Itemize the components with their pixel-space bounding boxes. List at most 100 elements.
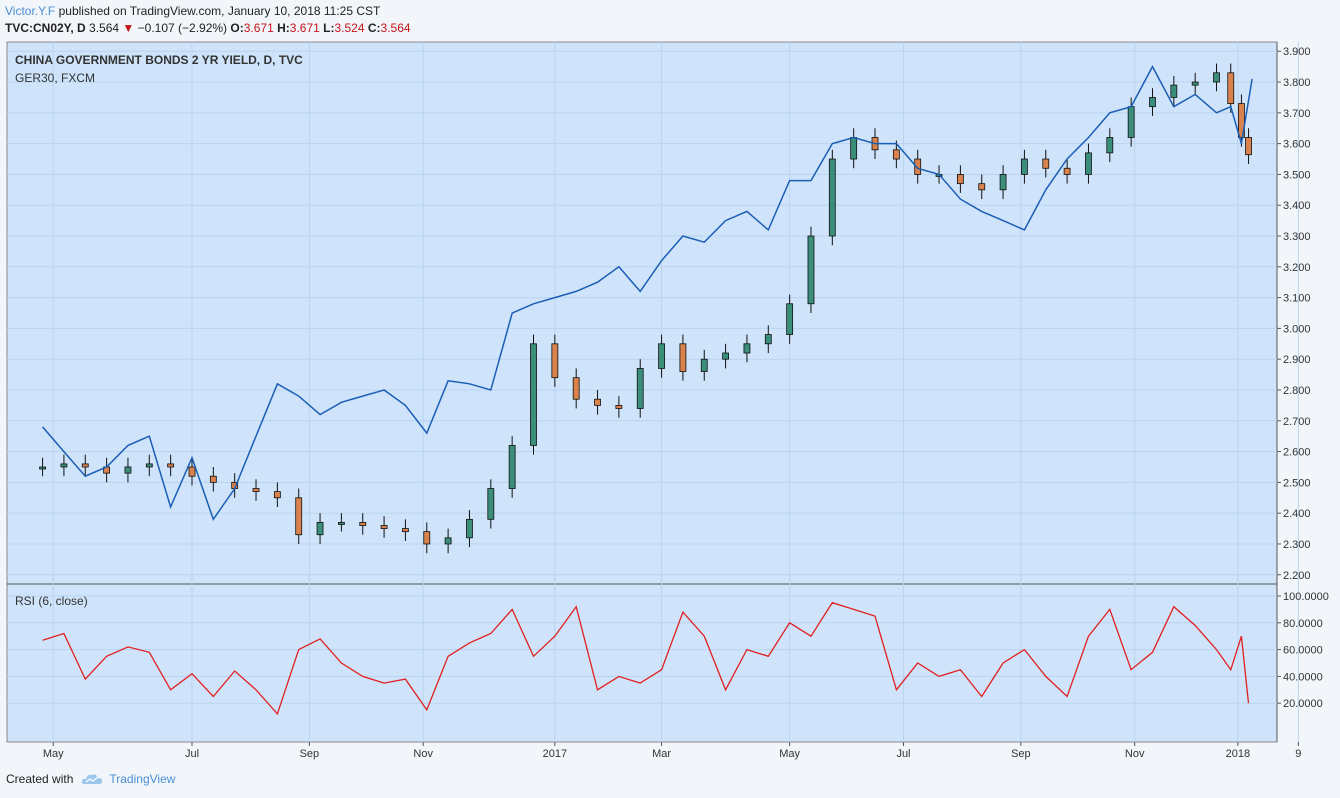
candle [252,479,260,501]
rsi-pane-title: RSI (6, close) [15,594,88,608]
candle [807,226,815,313]
candle [145,454,153,477]
candle [914,149,922,184]
x-tick-label: Sep [1011,748,1031,760]
y-tick-label: 3.600 [1283,139,1311,151]
candle [722,343,729,369]
candle [1170,75,1178,107]
publish-line: Victor.Y.F published on TradingView.com,… [5,4,380,18]
candle [423,522,431,554]
rsi-line [42,601,1250,716]
candle [658,334,665,378]
candle [700,349,708,381]
candle [1149,88,1156,116]
candle [39,457,46,477]
candle [1106,128,1114,163]
candle [273,482,281,508]
candle [60,454,68,477]
candle [615,396,623,418]
close-label: C: [367,21,381,35]
x-tick-label: May [43,748,64,760]
y-tick-label: 3.900 [1283,46,1311,58]
candle [81,454,89,477]
high-label: H: [277,21,290,35]
candle [188,457,196,486]
last-price: 3.564 [89,21,120,35]
y-tick-label: 2.700 [1283,416,1311,428]
candle [999,165,1007,200]
ohlc-line: TVC:CN02Y, D 3.564 ▼ −0.107 (−2.92%) O:3… [5,21,411,35]
candle [1227,63,1235,113]
candle [337,513,345,532]
created-with-text: Created with [6,772,74,786]
author-link[interactable]: Victor.Y.F [5,4,56,18]
x-tick-label: 9 [1295,748,1301,760]
candle [1191,72,1199,95]
candle [1021,149,1028,184]
candle [487,479,495,529]
y-tick-label: 3.100 [1283,293,1311,305]
y-tick-label: 2.200 [1283,570,1311,582]
symbol-label: TVC:CN02Y, D [5,21,86,35]
candle [530,334,537,455]
candle [444,528,452,554]
y-tick-label: 3.800 [1283,77,1311,89]
candle [167,454,175,477]
x-tick-label: Nov [1125,748,1145,760]
candle [380,516,388,538]
low-value: 3.524 [334,21,365,35]
price-axis[interactable]: 3.900 3.800 3.700 3.600 3.500 3.400 3.300 3.200… [1277,46,1311,582]
candle [636,359,644,418]
rsi-tick-label: 100.0000 [1283,591,1329,603]
candle [572,368,580,409]
ger30-line [42,65,1253,521]
rsi-axis[interactable]: 100.0000 80.0000 60.0000 40.0000 20.0000 [1277,591,1329,710]
x-tick-label: Nov [413,748,433,760]
candle [551,334,559,387]
time-axis[interactable]: May Jul Sep Nov 2017 Mar May Jul Sep Nov 2018 9 [43,742,1302,760]
x-tick-label: 2017 [543,748,567,760]
x-tick-label: May [779,748,800,760]
down-triangle-icon: ▼ [122,21,135,35]
high-value: 3.671 [289,21,320,35]
candle [764,325,772,354]
y-tick-label: 3.700 [1283,108,1311,120]
y-tick-label: 2.500 [1283,477,1311,489]
x-tick-label: Sep [300,748,320,760]
footer: Created with TradingView [6,772,175,786]
candle [508,436,516,498]
x-tick-label: Jul [896,748,910,760]
y-tick-label: 2.600 [1283,447,1311,459]
y-tick-label: 2.400 [1283,508,1311,520]
candle [978,174,986,200]
y-tick-label: 3.400 [1283,200,1311,212]
candle [679,334,687,381]
candle [1063,159,1071,184]
candle [402,519,409,541]
candle [124,457,132,483]
low-label: L: [323,21,335,35]
y-tick-label: 3.200 [1283,262,1311,274]
open-label: O: [230,21,244,35]
candle [1245,128,1252,164]
candle [786,294,794,344]
price-change: −0.107 (−2.92%) [137,21,228,35]
x-tick-label: 2018 [1226,748,1250,760]
rsi-tick-label: 20.0000 [1283,698,1323,710]
candle [828,149,836,246]
candle [316,513,324,544]
candle [892,140,900,169]
y-tick-label: 2.800 [1283,385,1311,397]
candle [1238,94,1245,147]
x-tick-label: Mar [652,748,671,760]
rsi-tick-label: 60.0000 [1283,645,1323,657]
gridlines [7,42,1299,742]
candle [466,510,473,548]
main-pane-title: CHINA GOVERNMENT BONDS 2 YR YIELD, D, TV… [15,53,303,67]
y-tick-label: 3.000 [1283,323,1311,335]
open-value: 3.671 [243,21,274,35]
y-tick-label: 2.300 [1283,539,1311,551]
candle [956,165,964,193]
tradingview-brand[interactable]: TradingView [109,772,176,786]
